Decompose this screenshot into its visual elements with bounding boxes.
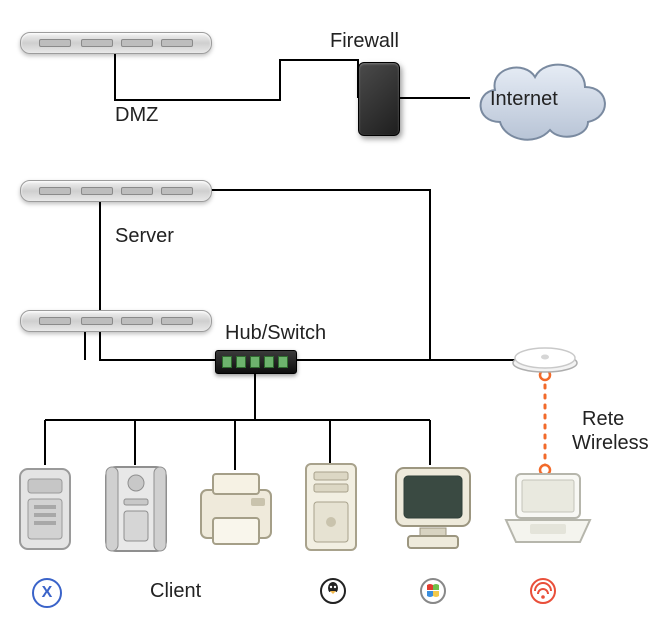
label-firewall: Firewall — [330, 30, 399, 53]
os-icon-windows — [420, 578, 446, 604]
client-mac-mini — [12, 465, 78, 557]
client-printer — [195, 470, 277, 552]
rack-bottom — [20, 310, 212, 332]
client-laptop — [500, 470, 596, 550]
rack-server — [20, 180, 212, 202]
os-icon-macos: X — [32, 578, 62, 608]
label-wireless-2: Wireless — [572, 432, 649, 455]
label-client: Client — [150, 580, 201, 603]
client-mac-tower — [100, 465, 172, 557]
hub-switch — [215, 350, 297, 374]
label-wireless-1: Rete — [582, 408, 624, 431]
label-internet: Internet — [490, 88, 558, 111]
label-dmz: DMZ — [115, 104, 158, 127]
client-crt-monitor — [390, 462, 476, 556]
label-hubswitch: Hub/Switch — [225, 322, 326, 345]
rack-dmz — [20, 32, 212, 54]
os-icon-linux — [320, 578, 346, 604]
wireless-access-point — [510, 345, 580, 373]
os-icon-wifi — [530, 578, 556, 604]
firewall-device — [358, 62, 400, 136]
label-server: Server — [115, 225, 174, 248]
client-pc-tower — [298, 462, 364, 556]
